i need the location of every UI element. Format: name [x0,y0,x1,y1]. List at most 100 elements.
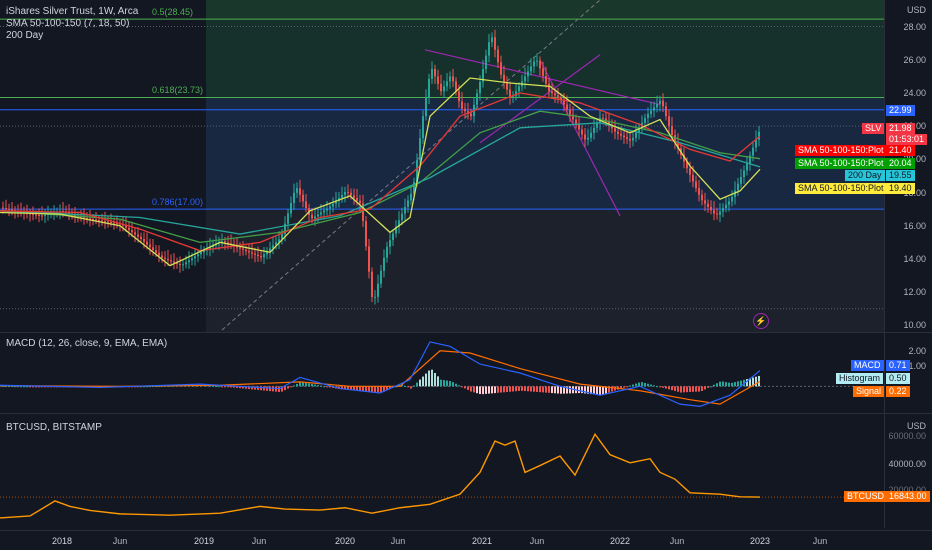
pane-separator[interactable] [0,332,932,333]
histogram-bar [323,386,325,388]
candle-body [443,86,445,92]
histogram-bar [716,383,718,387]
candle-body [104,220,106,222]
candle-body [563,99,565,105]
candle-body [2,207,4,209]
candle-body [113,222,115,224]
candle-body [209,247,211,249]
candle-body [461,101,463,109]
histogram-bar [212,385,214,387]
histogram-bar [326,386,328,388]
sma-plot-yellow-label: SMA 50-100-150:Plot [795,183,887,194]
candle-body [701,194,703,201]
candle-body [44,214,46,216]
symbol-title[interactable]: iShares Silver Trust, 1W, Arca [6,6,139,17]
histogram-bar [554,386,556,394]
histogram-bar [602,386,604,395]
histogram-bar [455,383,457,387]
histogram-bar [569,386,571,394]
histogram-bar [347,386,349,390]
candle-body [161,255,163,258]
time-label: 2020 [334,536,356,546]
candle-body [428,78,430,98]
price-chart[interactable] [0,0,884,332]
histogram-bar [209,385,211,387]
candle-body [407,200,409,207]
btc-axis[interactable]: USD 60000.00 40000.00 20000.00 [884,414,932,528]
time-axis[interactable]: 2018 Jun 2019 Jun 2020 Jun 2021 Jun 2022 Jun 2023 J… [0,530,932,550]
time-label: 2019 [193,536,215,546]
macd-chart[interactable] [0,333,884,413]
candle-body [386,246,388,258]
price-tick: 20.00 [903,154,926,165]
candle-body [251,252,253,254]
candle-body [95,219,97,221]
candle-body [344,191,346,195]
histogram-bar [698,386,700,392]
fib-label-0-618: 0.618(23.73) [152,85,204,96]
candle-body [470,113,472,117]
main-price-pane[interactable]: iShares Silver Trust, 1W, Arca SMA 50-10… [0,0,932,332]
candle-body [491,37,493,43]
candle-body [125,225,127,228]
candle-body [176,262,178,264]
histogram-bar [479,386,481,395]
histogram-bar [407,386,409,388]
candle-body [668,116,670,127]
histogram-bar [239,386,241,389]
candle-body [173,261,175,263]
btc-symbol-tag: BTCUSD [844,491,888,502]
candle-body [713,210,715,214]
sma-indicator-label[interactable]: SMA 50-100-150 (7, 18, 50) [6,18,130,29]
time-label: 2023 [749,536,771,546]
btc-tick: 40000.00 [888,459,926,469]
candle-body [434,68,436,77]
pane-separator[interactable] [0,413,932,414]
histogram-bar [485,386,487,394]
histogram-bar [374,386,376,393]
histogram-bar [329,386,331,388]
ma200-indicator-label[interactable]: 200 Day [6,30,44,41]
candle-body [101,220,103,222]
histogram-bar [650,384,652,387]
histogram-bar [272,386,274,392]
candle-body [266,251,268,255]
time-label: 2018 [51,536,73,546]
histogram-bar [305,382,307,387]
histogram-bar [314,384,316,387]
signal-value: 0.22 [886,386,910,397]
histogram-bar [263,386,265,391]
time-label: Jun [251,536,267,546]
macd-pane[interactable]: MACD (12, 26, close, 9, EMA, EMA) 2.00 1… [0,333,932,413]
candle-body [143,239,145,242]
histogram-bar [497,386,499,393]
histogram-bar [383,386,385,392]
histogram-bar [560,386,562,394]
candle-body [5,207,7,209]
candle-body [719,211,721,215]
btc-chart[interactable] [0,414,884,528]
macd-legend[interactable]: MACD (12, 26, close, 9, EMA, EMA) [6,338,168,349]
candle-body [398,220,400,227]
histogram-bar [620,386,622,389]
btc-compare-pane[interactable]: BTCUSD, BITSTAMP USD 60000.00 40000.00 2… [0,414,932,528]
candle-body [323,210,325,213]
histogram-bar [26,386,28,388]
candle-body [539,60,541,69]
candle-body [317,214,319,217]
histogram-bar [443,380,445,387]
lightning-icon[interactable]: ⚡ [753,313,769,329]
ma200-label: 200 Day [845,170,885,181]
candle-body [269,248,271,252]
btc-legend[interactable]: BTCUSD, BITSTAMP [6,422,102,433]
histogram-bar [296,383,298,387]
histogram-bar [227,386,229,388]
candle-body [419,138,421,161]
fib-level-tag: 22.99 [886,105,915,116]
price-tick: 18.00 [903,187,926,198]
macd-axis[interactable]: 2.00 1.00 [884,333,932,413]
last-price-tag: 21.98 [886,123,915,134]
candle-body [392,233,394,241]
histogram-bar [5,385,7,387]
candle-body [200,252,202,255]
